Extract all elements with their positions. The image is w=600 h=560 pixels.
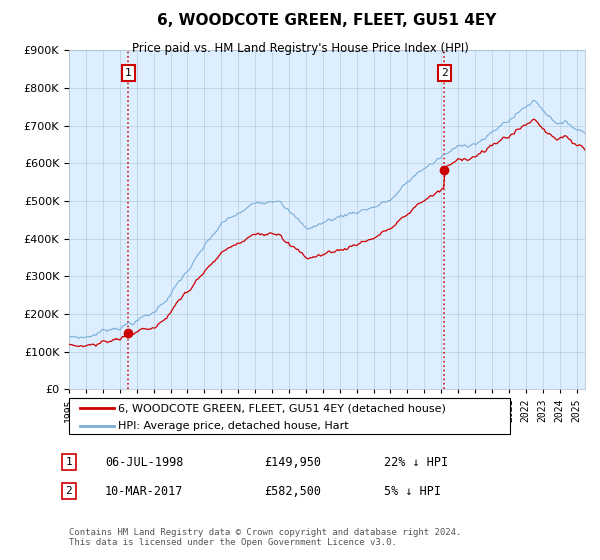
Text: 22% ↓ HPI: 22% ↓ HPI bbox=[384, 455, 448, 469]
Text: 6, WOODCOTE GREEN, FLEET, GU51 4EY (detached house): 6, WOODCOTE GREEN, FLEET, GU51 4EY (deta… bbox=[118, 403, 446, 413]
Text: 2: 2 bbox=[65, 486, 73, 496]
Text: Contains HM Land Registry data © Crown copyright and database right 2024.
This d: Contains HM Land Registry data © Crown c… bbox=[69, 528, 461, 547]
Text: 2: 2 bbox=[441, 68, 448, 78]
Text: £582,500: £582,500 bbox=[264, 484, 321, 498]
Text: 10-MAR-2017: 10-MAR-2017 bbox=[105, 484, 184, 498]
Text: HPI: Average price, detached house, Hart: HPI: Average price, detached house, Hart bbox=[118, 421, 349, 431]
Text: £149,950: £149,950 bbox=[264, 455, 321, 469]
Text: 5% ↓ HPI: 5% ↓ HPI bbox=[384, 484, 441, 498]
Text: Price paid vs. HM Land Registry's House Price Index (HPI): Price paid vs. HM Land Registry's House … bbox=[131, 42, 469, 55]
Text: 1: 1 bbox=[65, 457, 73, 467]
Text: 1: 1 bbox=[125, 68, 132, 78]
Title: 6, WOODCOTE GREEN, FLEET, GU51 4EY: 6, WOODCOTE GREEN, FLEET, GU51 4EY bbox=[157, 13, 497, 29]
Text: 06-JUL-1998: 06-JUL-1998 bbox=[105, 455, 184, 469]
